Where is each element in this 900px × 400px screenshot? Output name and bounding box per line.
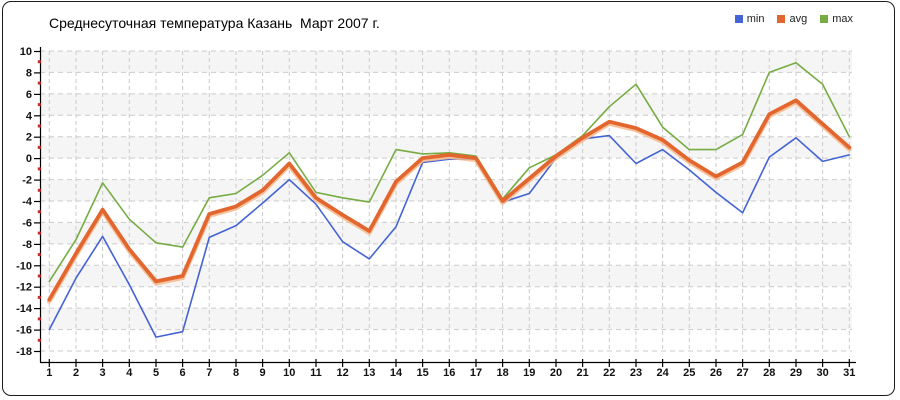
svg-text:0: 0	[26, 153, 32, 165]
svg-text:16: 16	[443, 367, 455, 379]
legend-item-avg: avg	[777, 13, 807, 25]
svg-text:20: 20	[550, 367, 562, 379]
svg-text:24: 24	[656, 367, 669, 379]
svg-text:1: 1	[46, 367, 52, 379]
svg-text:-2: -2	[22, 175, 32, 187]
svg-text:25: 25	[683, 367, 695, 379]
svg-text:7: 7	[206, 367, 212, 379]
svg-text:6: 6	[180, 367, 186, 379]
svg-text:18: 18	[496, 367, 508, 379]
legend-label-min: min	[746, 13, 765, 25]
svg-text:27: 27	[736, 367, 748, 379]
legend-swatch-max-icon	[820, 15, 829, 23]
svg-text:23: 23	[630, 367, 642, 379]
svg-text:10: 10	[283, 367, 295, 379]
svg-text:-18: -18	[16, 346, 32, 358]
svg-text:28: 28	[763, 367, 775, 379]
svg-text:8: 8	[233, 367, 239, 379]
svg-text:13: 13	[363, 367, 375, 379]
svg-text:8: 8	[26, 67, 32, 79]
legend-swatch-avg-icon	[777, 15, 786, 23]
svg-text:29: 29	[790, 367, 802, 379]
legend-label-avg: avg	[789, 13, 808, 25]
svg-text:2: 2	[26, 132, 32, 144]
svg-text:21: 21	[576, 367, 588, 379]
svg-text:19: 19	[523, 367, 535, 379]
svg-text:17: 17	[470, 367, 482, 379]
svg-text:15: 15	[416, 367, 428, 379]
svg-text:-10: -10	[16, 260, 32, 272]
legend-item-min: min	[734, 13, 765, 25]
svg-text:-12: -12	[16, 282, 32, 294]
svg-text:-6: -6	[22, 217, 32, 229]
svg-text:4: 4	[26, 110, 33, 122]
svg-text:-4: -4	[22, 196, 33, 208]
svg-text:3: 3	[100, 367, 106, 379]
svg-text:4: 4	[126, 367, 133, 379]
svg-text:-8: -8	[22, 239, 32, 251]
svg-text:10: 10	[20, 46, 32, 58]
svg-text:6: 6	[26, 89, 32, 101]
legend-item-max: max	[820, 13, 853, 25]
chart-legend: min avg max	[734, 13, 853, 25]
svg-text:12: 12	[336, 367, 348, 379]
chart-title: Среднесуточная температура Казань Март 2…	[49, 15, 380, 31]
svg-text:9: 9	[260, 367, 266, 379]
svg-text:11: 11	[310, 367, 322, 379]
svg-text:22: 22	[603, 367, 615, 379]
svg-text:2: 2	[73, 367, 79, 379]
svg-text:5: 5	[153, 367, 159, 379]
svg-text:26: 26	[710, 367, 722, 379]
legend-swatch-min-icon	[734, 15, 743, 23]
svg-text:-14: -14	[16, 303, 33, 315]
legend-label-max: max	[832, 13, 853, 25]
svg-text:14: 14	[390, 367, 403, 379]
svg-text:30: 30	[816, 367, 828, 379]
svg-text:31: 31	[843, 367, 855, 379]
svg-text:-16: -16	[16, 325, 32, 337]
